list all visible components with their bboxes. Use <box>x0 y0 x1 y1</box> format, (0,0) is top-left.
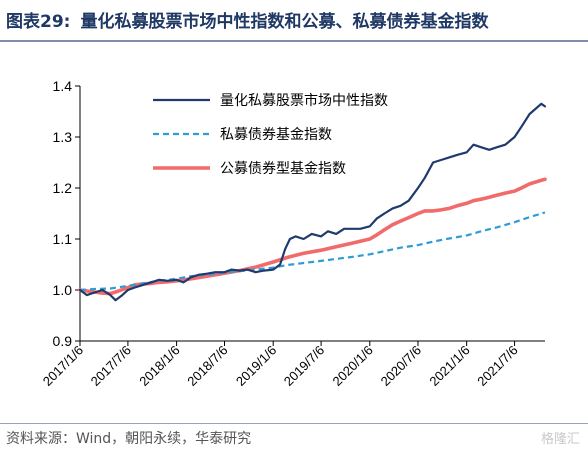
x-tick-label: 2019/7/6 <box>281 343 327 389</box>
x-tick-label: 2021/7/6 <box>474 343 520 389</box>
x-tick-label: 2017/7/6 <box>88 343 134 389</box>
x-tick-label: 2020/7/6 <box>378 343 424 389</box>
figure-title: 图表29: 量化私募股票市场中性指数和公募、私募债券基金指数 <box>6 2 488 42</box>
y-tick-label: 1.4 <box>53 78 73 94</box>
x-tick-label: 2021/1/6 <box>426 343 472 389</box>
source-note: 资料来源：Wind，朝阳永续，华泰研究 <box>6 431 252 447</box>
title-rule <box>0 40 588 42</box>
figure-number: 图表29: <box>6 12 71 32</box>
series-line-1 <box>78 102 547 302</box>
legend-label-1: 量化私募股票市场中性指数 <box>220 92 388 109</box>
legend-label-2: 私募债券基金指数 <box>220 126 332 143</box>
y-tick-label: 1.0 <box>53 282 73 298</box>
y-tick-label: 1.2 <box>53 180 73 196</box>
legend-label-3: 公募债券型基金指数 <box>220 160 346 177</box>
y-tick-label: 0.9 <box>53 333 73 349</box>
line-chart: 0.9 1.0 1.1 1.2 1.3 1.4 2017/1/6 2017/7/6 2018/1… <box>40 78 547 389</box>
figure-caption: 量化私募股票市场中性指数和公募、私募债券基金指数 <box>80 12 489 32</box>
series-line-3 <box>78 177 547 296</box>
series-line-2 <box>79 211 546 292</box>
y-tick-label: 1.3 <box>53 129 73 145</box>
x-tick-label: 2019/1/6 <box>233 343 279 389</box>
y-tick-label: 1.1 <box>53 231 73 247</box>
footer-rule <box>0 423 588 424</box>
x-tick-label: 2018/1/6 <box>136 343 182 389</box>
x-tick-label: 2018/7/6 <box>184 343 230 389</box>
x-tick-label: 2017/1/6 <box>40 343 86 389</box>
x-tick-label: 2020/1/6 <box>330 343 376 389</box>
watermark: 格隆汇 <box>540 432 580 447</box>
